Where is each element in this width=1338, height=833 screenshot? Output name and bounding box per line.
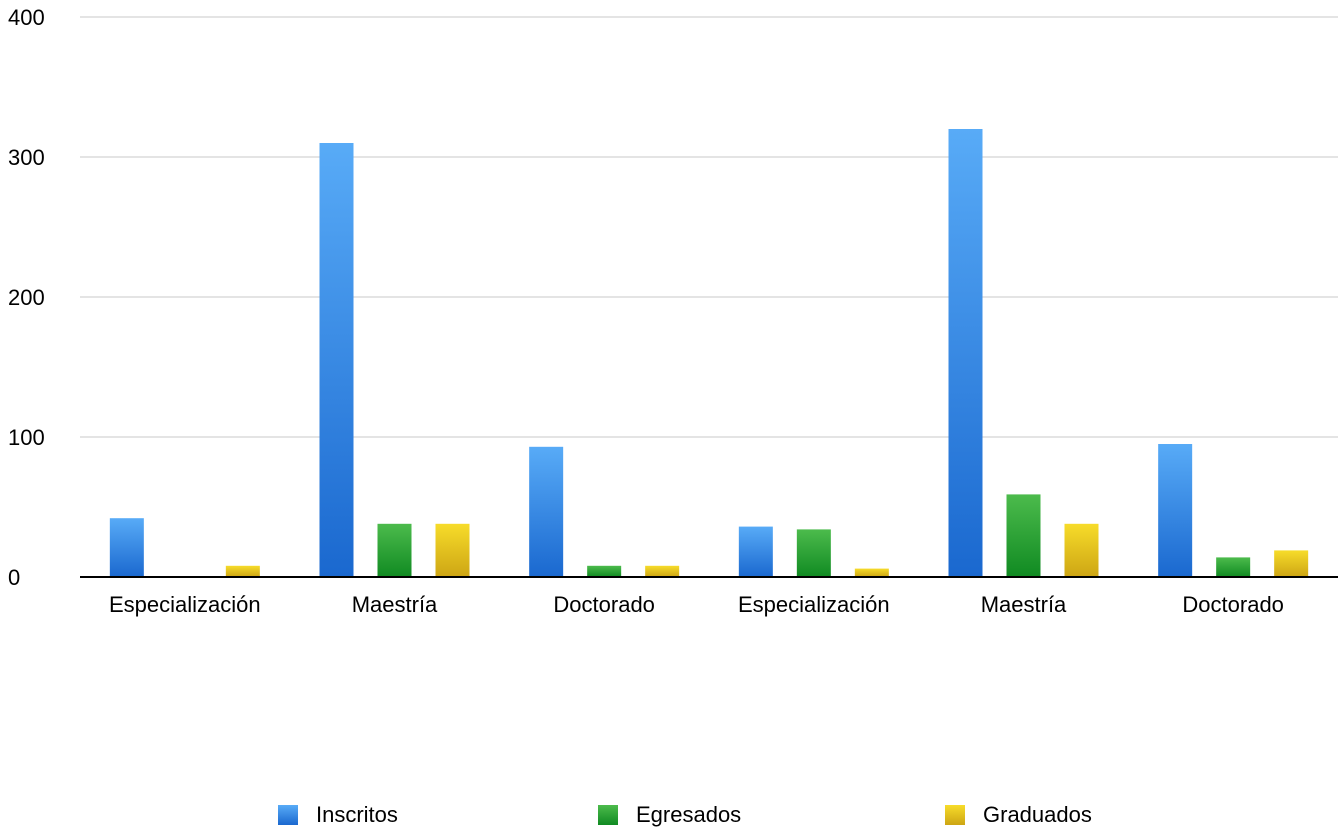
bar-graduados-4 — [1064, 523, 1099, 577]
bar-inscritos-4 — [948, 129, 983, 577]
bar-inscritos-3 — [738, 526, 773, 577]
y-tick-label-300: 300 — [8, 145, 45, 170]
y-tick-label-100: 100 — [8, 425, 45, 450]
bar-inscritos-5 — [1158, 444, 1193, 577]
bar-inscritos-0 — [109, 518, 144, 577]
bar-graduados-2 — [645, 565, 680, 577]
x-tick-label-especializacion-0: Especialización — [109, 592, 261, 617]
legend: Inscritos Egresados Graduados — [0, 800, 1338, 830]
bar-egresados-5 — [1216, 557, 1251, 577]
bars — [109, 129, 1309, 577]
x-tick-label-maestria-4: Maestría — [981, 592, 1067, 617]
bar-graduados-0 — [225, 565, 260, 577]
bar-egresados-4 — [1006, 494, 1041, 577]
legend-label-graduados: Graduados — [983, 802, 1092, 827]
grid-lines — [80, 16, 1338, 438]
legend-swatch-egresados — [598, 805, 618, 825]
legend-label-inscritos: Inscritos — [316, 802, 398, 827]
bar-egresados-2 — [587, 565, 622, 577]
y-axis-ticks: 0 100 200 300 400 — [8, 5, 45, 590]
y-tick-label-400: 400 — [8, 5, 45, 30]
x-tick-label-doctorado-5: Doctorado — [1182, 592, 1284, 617]
legend-item-egresados: Egresados — [598, 800, 741, 830]
x-axis-ticks: Especialización Maestría Doctorado Especial… — [109, 592, 1284, 617]
x-tick-label-maestria-1: Maestría — [352, 592, 438, 617]
legend-item-graduados: Graduados — [945, 800, 1092, 830]
y-tick-label-0: 0 — [8, 565, 20, 590]
x-tick-label-especializacion-3: Especialización — [738, 592, 890, 617]
legend-swatch-graduados — [945, 805, 965, 825]
bar-graduados-1 — [435, 523, 470, 577]
bar-inscritos-2 — [529, 446, 564, 577]
y-tick-label-200: 200 — [8, 285, 45, 310]
bar-graduados-5 — [1274, 550, 1309, 577]
legend-label-egresados: Egresados — [636, 802, 742, 827]
x-tick-label-doctorado-2: Doctorado — [553, 592, 655, 617]
bar-graduados-3 — [854, 568, 889, 577]
bar-inscritos-1 — [319, 143, 354, 577]
bar-egresados-1 — [377, 523, 412, 577]
legend-item-inscritos: Inscritos — [278, 800, 398, 830]
bar-egresados-3 — [796, 529, 831, 577]
legend-swatch-inscritos — [278, 805, 298, 825]
